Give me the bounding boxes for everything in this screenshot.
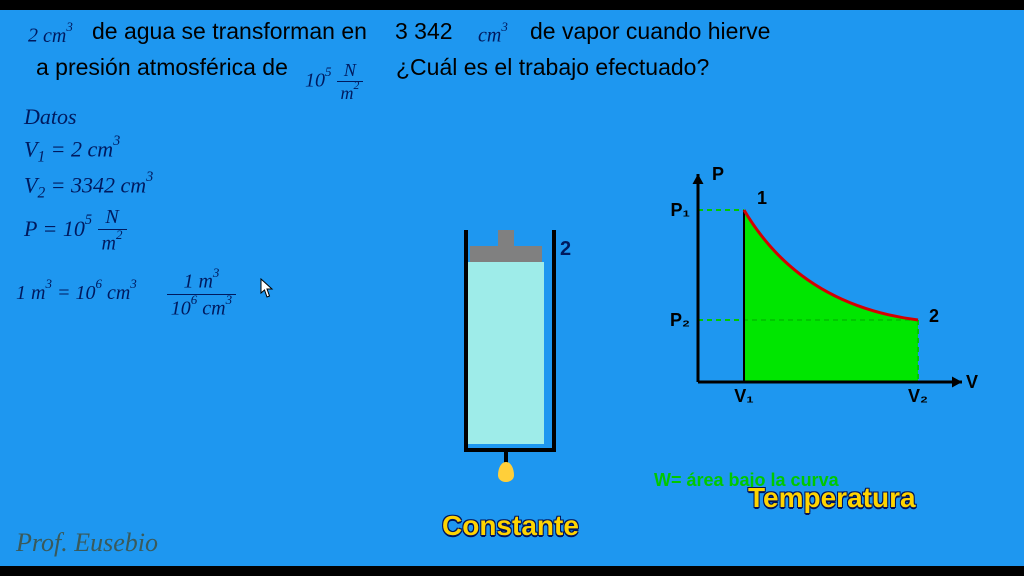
cylinder-liquid bbox=[468, 262, 544, 444]
q-line2-pre: a presión atmosférica de bbox=[36, 54, 288, 81]
q-seg1: de agua se transforman en bbox=[92, 18, 367, 45]
svg-text:V₂: V₂ bbox=[908, 386, 928, 406]
svg-text:P₂: P₂ bbox=[670, 310, 690, 330]
flame-icon bbox=[498, 462, 514, 482]
q-v1-num: 2 cm3 bbox=[28, 22, 73, 48]
q-pressure: 105 Nm2 bbox=[305, 60, 363, 104]
q-v2-unit: cm3 bbox=[478, 22, 508, 48]
piston-neck bbox=[498, 230, 514, 246]
caption-constante: Constante bbox=[442, 510, 579, 542]
q-line2-post: ¿Cuál es el trabajo efectuado? bbox=[396, 54, 709, 81]
q-seg2: de vapor cuando hierve bbox=[530, 18, 770, 45]
pv-chart: P V P₁ P₂ V₁ V₂ 1 2 bbox=[640, 160, 980, 430]
svg-text:V: V bbox=[966, 372, 978, 392]
author-label: Prof. Eusebio bbox=[16, 528, 158, 558]
q-v2-num: 3 342 bbox=[395, 18, 453, 45]
svg-text:P: P bbox=[712, 164, 724, 184]
datos-label: Datos bbox=[24, 104, 77, 130]
data-v2: V2 = 3342 cm3 bbox=[24, 172, 153, 203]
cylinder-diagram: 2 bbox=[452, 230, 560, 490]
svg-text:2: 2 bbox=[929, 306, 939, 326]
svg-text:1: 1 bbox=[757, 188, 767, 208]
data-conv: 1 m3 = 106 cm3 1 m3106 cm3 bbox=[16, 268, 236, 320]
svg-text:P₁: P₁ bbox=[671, 200, 690, 220]
cylinder-label: 2 bbox=[560, 238, 571, 261]
data-v1: V1 = 2 cm3 bbox=[24, 136, 120, 167]
piston-head bbox=[470, 246, 542, 262]
caption-temperatura: Temperatura bbox=[748, 482, 916, 514]
mouse-cursor-icon bbox=[260, 278, 274, 298]
data-p: P = 105 Nm2 bbox=[24, 206, 127, 256]
svg-text:V₁: V₁ bbox=[734, 386, 753, 406]
